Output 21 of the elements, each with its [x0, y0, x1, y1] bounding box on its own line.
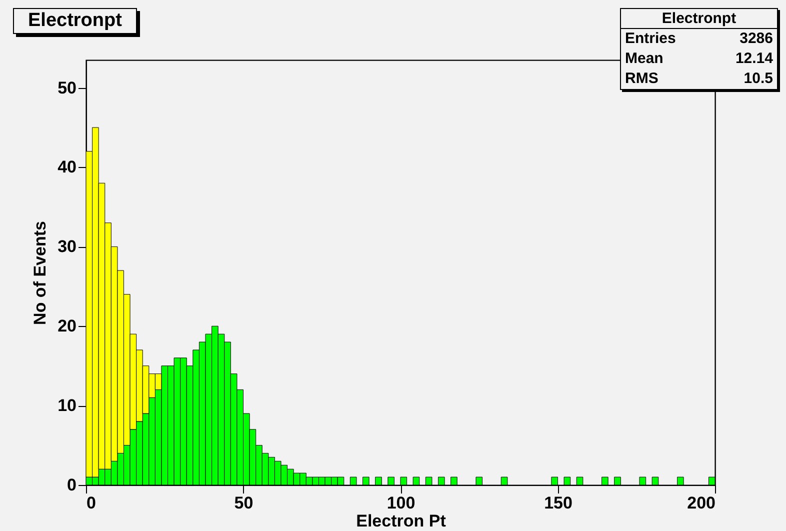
text: 3286	[740, 29, 773, 49]
text: Electronpt	[621, 9, 777, 29]
y-axis-title: No of Events	[30, 221, 50, 325]
x-axis-title: Electron Pt	[356, 512, 446, 530]
y-tick-label: 10	[58, 396, 76, 416]
text: Entries	[625, 29, 676, 49]
y-tick-label: 20	[58, 316, 76, 336]
y-tick-label: 0	[67, 476, 76, 494]
text: 12.14	[735, 49, 773, 69]
y-tick-label: 30	[58, 237, 76, 256]
chart-title: Electronpt	[13, 8, 137, 34]
x-tick-label: 200	[687, 494, 716, 512]
text: 10.5	[744, 69, 773, 89]
y-tick-label: 50	[58, 78, 76, 98]
annotation: Mean	[625, 49, 664, 69]
x-tick-label: 50	[234, 494, 254, 512]
x-tick-label: 150	[544, 494, 572, 512]
annotation: RMS	[625, 69, 658, 89]
x-tick-label: 0	[86, 494, 96, 512]
x-tick-label: 100	[386, 494, 416, 512]
y-tick-label: 40	[58, 158, 76, 177]
